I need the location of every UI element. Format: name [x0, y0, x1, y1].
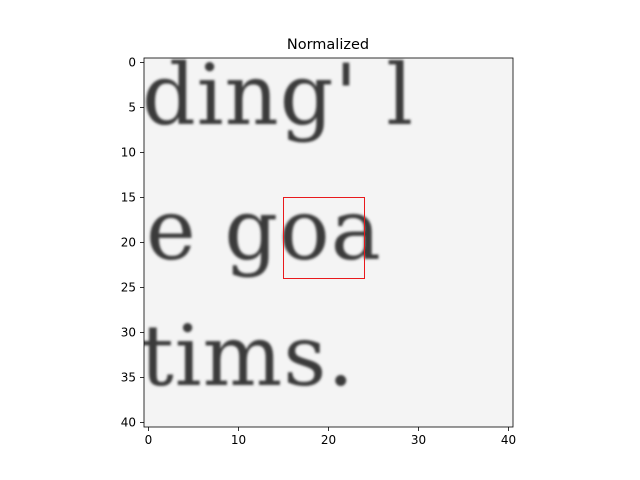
chart-title: Normalized [287, 37, 369, 53]
image-background [144, 58, 513, 427]
text-row-1: ding' l [142, 46, 414, 144]
y-tick-label: 35 [121, 371, 136, 385]
text-row-3: tims. [140, 307, 355, 405]
image-area: ding' l e goa tims. [140, 46, 513, 427]
x-tick-label: 0 [145, 433, 153, 447]
x-tick-label: 20 [321, 433, 336, 447]
y-tick-label: 10 [121, 146, 136, 160]
x-tick-label: 10 [231, 433, 246, 447]
text-row-2: e goa [146, 181, 382, 279]
y-tick-label: 30 [121, 326, 136, 340]
y-tick-label: 20 [121, 236, 136, 250]
y-tick-label: 15 [121, 191, 136, 205]
x-tick-label: 30 [411, 433, 426, 447]
scanned-text-image: ding' l e goa tims. [140, 46, 414, 405]
y-tick-label: 0 [128, 56, 136, 70]
x-tick-label: 40 [501, 433, 516, 447]
y-tick-label: 40 [121, 416, 136, 430]
x-axis: 0 10 20 30 40 [145, 427, 516, 447]
y-tick-label: 5 [128, 101, 136, 115]
y-tick-label: 25 [121, 281, 136, 295]
highlight-box [283, 197, 365, 279]
y-axis: 0 5 10 15 20 25 30 35 40 [121, 56, 144, 430]
